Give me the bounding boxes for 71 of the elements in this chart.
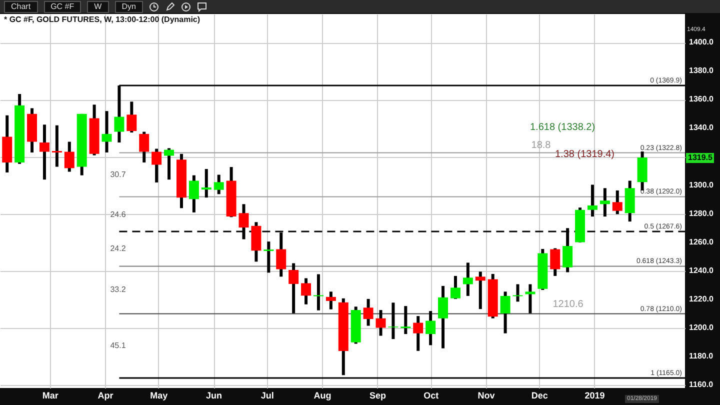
annotation: 1210.6 xyxy=(552,299,584,310)
candlestick xyxy=(376,310,386,336)
annotation: 45.1 xyxy=(110,341,126,350)
annotation: 24.6 xyxy=(110,210,126,219)
x-tick-label: Sep xyxy=(369,390,386,400)
x-tick-label: Aug xyxy=(314,390,332,400)
annotation: 1.618 (1338.2) xyxy=(530,122,596,133)
candlestick xyxy=(126,102,137,132)
y-tick-label: 1220.0 xyxy=(689,294,714,304)
candlestick xyxy=(188,175,199,212)
candlestick xyxy=(450,276,460,299)
x-tick-label: Jul xyxy=(260,390,274,400)
x-tick-label: Mar xyxy=(42,390,59,400)
candlestick xyxy=(525,284,536,314)
x-tick-label: Dec xyxy=(531,390,548,400)
candlestick xyxy=(400,306,411,334)
candlestick xyxy=(301,278,312,304)
y-tick-label: 1260.0 xyxy=(689,237,714,246)
chart-title: * GC #F, GOLD FUTURES, W, 13:00-12:00 (Dynamic) xyxy=(4,15,200,24)
candlestick xyxy=(326,292,336,310)
x-tick-label: May xyxy=(150,390,168,400)
candlestick xyxy=(363,298,374,326)
candlestick xyxy=(139,132,150,162)
x-tick-label: 2019 xyxy=(584,390,605,400)
y-tick-label: 1160.0 xyxy=(689,380,714,390)
y-tick-label: 1200.0 xyxy=(689,323,714,332)
candlestick xyxy=(201,169,212,198)
candlestick xyxy=(313,274,324,310)
candlestick xyxy=(413,316,424,351)
y-tick-label: 1360.0 xyxy=(689,94,714,104)
text: Chart xyxy=(4,0,38,12)
candlestick xyxy=(500,292,510,334)
candlestick xyxy=(102,111,112,152)
text: W xyxy=(87,0,109,12)
candlestick xyxy=(550,248,560,276)
x-tick-label: Nov xyxy=(478,390,495,400)
candlestick xyxy=(152,148,162,182)
candlestick xyxy=(214,174,224,194)
y-tick-label: 1180.0 xyxy=(689,352,714,361)
candlestick xyxy=(39,124,50,180)
y-tick-label: 1340.0 xyxy=(689,123,714,132)
candlestick xyxy=(587,184,598,217)
candlestick xyxy=(426,311,436,346)
candlestick xyxy=(388,302,398,340)
candlestick xyxy=(164,148,174,180)
candlestick xyxy=(462,262,473,296)
y-tick-label: 1400.0 xyxy=(689,38,714,47)
candlestick xyxy=(512,284,523,302)
x-tick-label: Apr xyxy=(98,390,114,400)
candlestick xyxy=(600,188,610,217)
annotation: 33.2 xyxy=(110,285,126,294)
candlestick xyxy=(288,263,299,314)
candlestick xyxy=(52,125,62,167)
candlestick xyxy=(438,286,448,348)
candlestick xyxy=(64,142,74,172)
annotation: 24.2 xyxy=(110,244,126,253)
y-tick-label: 1300.0 xyxy=(689,180,714,190)
candlestick xyxy=(475,272,486,310)
annotation: 30.7 xyxy=(110,170,126,179)
x-tick-label: Jun xyxy=(206,390,222,400)
candlestick xyxy=(264,242,274,273)
x-tick-label: Oct xyxy=(424,390,439,400)
y-tick-label: 1380.0 xyxy=(689,66,714,76)
annotation: 18.8 xyxy=(531,140,551,151)
text: GC #F xyxy=(44,0,82,12)
candlestick xyxy=(612,190,622,214)
y-tick-label: 1280.0 xyxy=(689,208,714,218)
text: Dyn xyxy=(114,0,143,12)
text: 1319.5 xyxy=(686,153,714,163)
annotation: 1.38 (1319.4) xyxy=(555,149,614,160)
y-tick-label: 1240.0 xyxy=(689,266,714,275)
